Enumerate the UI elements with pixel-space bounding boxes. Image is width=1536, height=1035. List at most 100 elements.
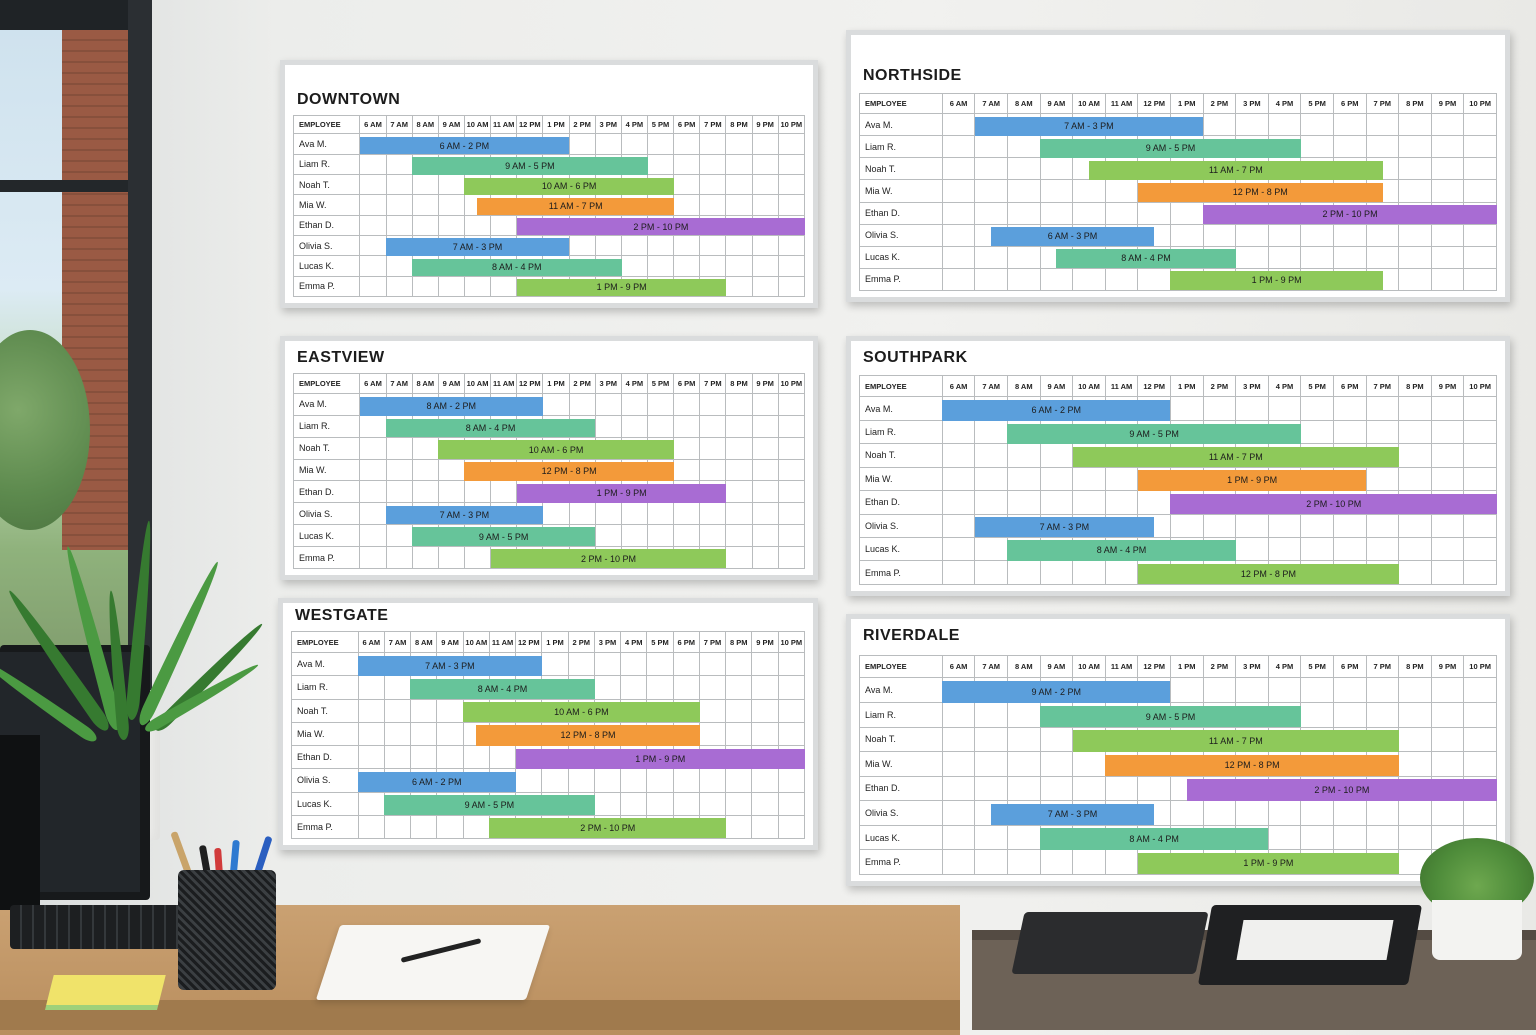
hour-header: 2 PM — [1202, 92, 1237, 115]
time-cell — [725, 133, 753, 155]
time-cell — [1235, 849, 1269, 875]
employee-header: EMPLOYEE — [292, 373, 361, 394]
time-cell — [699, 194, 727, 216]
hour-header: 8 PM — [1398, 654, 1432, 679]
time-cell — [1398, 135, 1432, 159]
time-cell — [1072, 223, 1106, 247]
time-cell — [593, 745, 622, 770]
time-cell — [646, 480, 675, 504]
time-cell — [410, 768, 438, 793]
time-cell — [699, 133, 727, 155]
time-cell — [1006, 677, 1041, 703]
time-cell — [1072, 466, 1106, 492]
time-cell — [1169, 245, 1204, 269]
time-cell — [1267, 443, 1302, 468]
time-cell — [725, 436, 753, 460]
time-cell — [1267, 701, 1302, 728]
hour-header: 6 AM — [941, 374, 976, 398]
time-cell — [437, 174, 465, 196]
time-cell — [1169, 800, 1204, 826]
header-row: EMPLOYEE 6 AM 7 AM 8 AM 9 AM 10 AM 11 AM 12 PM 1… — [292, 373, 806, 394]
time-cell — [1202, 490, 1237, 515]
employee-header: EMPLOYEE — [859, 654, 943, 679]
time-cell — [463, 502, 492, 526]
time-cell — [594, 458, 622, 482]
time-cell — [1104, 157, 1139, 181]
time-cell — [1202, 179, 1237, 203]
hour-header: 1 PM — [541, 630, 569, 654]
time-cell — [725, 721, 753, 747]
hour-header: 8 PM — [725, 114, 753, 135]
time-cell — [1202, 201, 1237, 225]
employee-name: Ethan D. — [291, 745, 359, 770]
time-cell — [411, 275, 439, 298]
time-cell — [1104, 824, 1139, 851]
time-cell — [751, 174, 779, 196]
time-cell — [542, 414, 570, 438]
time-cell — [1202, 824, 1237, 851]
time-cell — [1463, 113, 1497, 137]
time-cell — [1430, 466, 1465, 492]
hour-header: 6 AM — [941, 92, 976, 115]
time-cell — [1332, 537, 1367, 562]
time-cell — [490, 414, 518, 438]
time-cell — [751, 721, 779, 747]
time-cell — [1039, 560, 1074, 585]
time-cell — [568, 214, 596, 237]
hour-header: 11 AM — [1104, 654, 1139, 679]
table-row: Olivia S. — [859, 223, 1497, 247]
time-cell — [1039, 419, 1074, 445]
time-cell — [1235, 701, 1269, 728]
time-cell — [1300, 419, 1334, 445]
time-cell — [1137, 135, 1171, 159]
table-row: Liam R. — [859, 135, 1497, 159]
time-cell — [594, 414, 622, 438]
time-cell — [699, 414, 727, 438]
hour-header: 10 AM — [462, 630, 490, 654]
time-cell — [751, 255, 779, 277]
time-cell — [1039, 245, 1074, 269]
time-cell — [725, 414, 753, 438]
time-cell — [568, 194, 596, 216]
time-cell — [1235, 223, 1269, 247]
time-cell — [490, 480, 518, 504]
time-cell — [436, 745, 464, 770]
time-cell — [751, 392, 779, 416]
hour-header: 4 PM — [620, 373, 648, 394]
time-cell — [1463, 245, 1497, 269]
time-cell — [1332, 824, 1367, 851]
time-cell — [1006, 179, 1041, 203]
time-cell — [463, 436, 492, 460]
employee-header: EMPLOYEE — [859, 92, 943, 115]
time-cell — [974, 849, 1008, 875]
time-cell — [359, 458, 387, 482]
time-cell — [699, 502, 727, 526]
board-title: WESTGATE — [295, 607, 389, 624]
time-cell — [1235, 396, 1269, 421]
time-cell — [1202, 677, 1237, 703]
hour-header: 8 AM — [411, 373, 439, 394]
hour-header: 9 PM — [751, 114, 779, 135]
employee-name: Noah T. — [292, 436, 361, 460]
time-cell — [437, 414, 465, 438]
time-cell — [941, 560, 976, 585]
time-cell — [593, 698, 622, 723]
time-cell — [1072, 135, 1106, 159]
time-cell — [1202, 113, 1237, 137]
time-cell — [1202, 267, 1237, 292]
time-cell — [620, 721, 648, 747]
time-cell — [1137, 824, 1171, 851]
hour-header: 9 PM — [751, 630, 779, 654]
time-cell — [1267, 201, 1302, 225]
time-cell — [1039, 849, 1074, 875]
employee-name: Ethan D. — [859, 201, 943, 225]
time-cell — [941, 490, 976, 515]
time-cell — [1300, 443, 1334, 468]
time-cell — [1267, 751, 1302, 777]
hour-header: 11 AM — [488, 630, 517, 654]
time-cell — [541, 675, 569, 700]
time-cell — [1039, 223, 1074, 247]
time-cell — [725, 768, 753, 793]
time-cell — [1006, 726, 1041, 753]
time-cell — [488, 675, 517, 700]
